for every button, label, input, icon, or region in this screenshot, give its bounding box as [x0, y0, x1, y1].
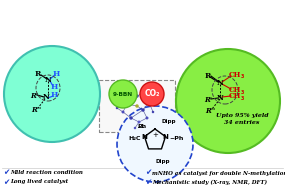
Text: −: −: [137, 123, 145, 133]
Text: ✔: ✔: [3, 177, 9, 187]
Text: N: N: [42, 93, 49, 101]
Circle shape: [144, 91, 146, 94]
Text: −Ph: −Ph: [170, 136, 184, 142]
Text: R: R: [205, 72, 211, 80]
Text: CH: CH: [229, 71, 241, 79]
Text: Dipp: Dipp: [162, 119, 176, 125]
Text: ✔: ✔: [145, 177, 151, 187]
Text: N: N: [217, 94, 223, 102]
Circle shape: [125, 102, 129, 105]
Text: R: R: [35, 70, 41, 78]
Text: H: H: [50, 91, 58, 99]
Text: N: N: [142, 134, 147, 140]
Text: 3: 3: [240, 90, 244, 94]
Circle shape: [176, 49, 280, 153]
FancyBboxPatch shape: [99, 80, 175, 132]
Circle shape: [127, 91, 131, 94]
Text: ✔: ✔: [3, 169, 9, 177]
Circle shape: [119, 96, 123, 100]
Circle shape: [134, 127, 136, 129]
Text: Ph: Ph: [137, 123, 146, 129]
Text: Long lived catalyst: Long lived catalyst: [10, 180, 68, 184]
Circle shape: [140, 82, 164, 106]
Circle shape: [4, 46, 100, 142]
Text: R': R': [30, 92, 38, 100]
Circle shape: [135, 94, 139, 98]
Circle shape: [117, 106, 193, 182]
Text: ✔: ✔: [145, 169, 151, 177]
Text: CO₂: CO₂: [144, 90, 160, 98]
Text: mNHO as catalyst for double N-methylation: mNHO as catalyst for double N-methylatio…: [152, 170, 285, 176]
Circle shape: [121, 111, 125, 114]
Text: 3: 3: [240, 74, 244, 80]
Circle shape: [147, 100, 151, 104]
Circle shape: [146, 116, 148, 119]
Text: 9-BBN: 9-BBN: [113, 91, 133, 97]
Text: N: N: [217, 79, 223, 87]
Text: CH: CH: [229, 92, 241, 100]
Text: Upto 95% yield
34 entries: Upto 95% yield 34 entries: [216, 113, 268, 125]
Text: N: N: [162, 134, 168, 140]
Text: H₂C: H₂C: [129, 136, 141, 142]
Text: Mild reaction condition: Mild reaction condition: [10, 170, 83, 176]
Text: Mechanistic study (X-ray, NMR, DFT): Mechanistic study (X-ray, NMR, DFT): [152, 179, 267, 185]
FancyArrow shape: [100, 87, 175, 101]
Circle shape: [141, 108, 145, 112]
Text: R'': R'': [31, 106, 41, 114]
Circle shape: [152, 111, 154, 113]
Circle shape: [129, 116, 133, 120]
Text: R': R': [204, 96, 212, 104]
Circle shape: [137, 121, 141, 123]
Text: Dipp: Dipp: [156, 160, 170, 164]
Circle shape: [109, 80, 137, 108]
Circle shape: [116, 107, 118, 109]
Text: N: N: [44, 76, 51, 84]
Text: CH: CH: [229, 86, 241, 94]
Text: +: +: [152, 132, 158, 138]
Circle shape: [135, 104, 139, 108]
Text: H: H: [50, 83, 58, 91]
Text: 3: 3: [240, 95, 244, 101]
Text: R'': R'': [205, 107, 215, 115]
Text: H: H: [52, 70, 60, 78]
